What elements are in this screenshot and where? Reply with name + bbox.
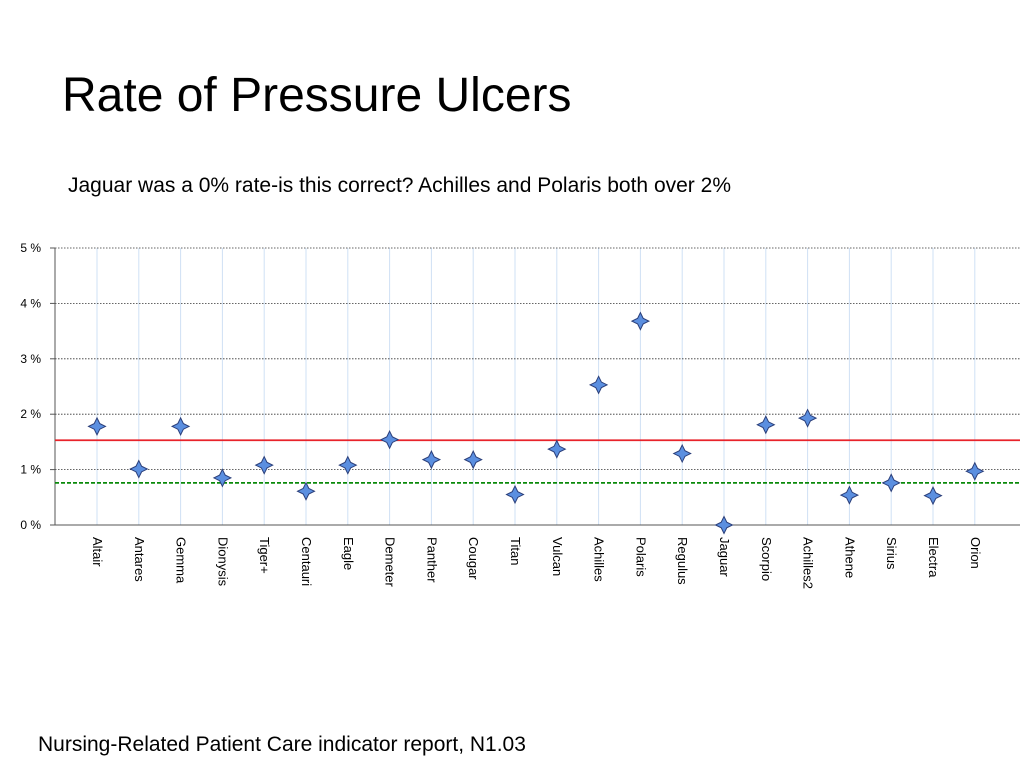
data-point-regulus	[672, 443, 692, 464]
x-tick-label: Demeter	[383, 537, 398, 588]
reference-lines	[55, 439, 1020, 484]
chart-subtitle: Jaguar was a 0% rate-is this correct? Ac…	[68, 174, 731, 197]
x-tick-label: Sirius	[884, 537, 899, 570]
y-tick-label: 3 %	[20, 352, 41, 366]
data-point-antares	[129, 459, 149, 479]
data-point-achilles2	[797, 408, 818, 428]
x-tick-label: Orion	[968, 537, 983, 569]
chart-title: Rate of Pressure Ulcers	[62, 69, 572, 122]
x-tick-label: Polaris	[633, 537, 648, 577]
data-point-altair	[87, 416, 107, 437]
data-point-dionysis	[212, 468, 233, 488]
x-tick-label: Panther	[424, 537, 439, 583]
data-point-jaguar	[714, 515, 734, 535]
x-tick-label: Altair	[90, 537, 105, 567]
axes	[50, 247, 1020, 526]
x-tick-label: Regulus	[675, 537, 690, 585]
x-tick-label: Eagle	[341, 537, 356, 570]
data-point-polaris	[630, 311, 651, 331]
x-tick-label: Gemma	[174, 537, 189, 584]
x-tick-label: Cougar	[466, 537, 481, 580]
data-point-demeter	[379, 430, 400, 450]
data-point-orion	[965, 461, 985, 481]
x-tick-label: Achilles	[592, 537, 607, 582]
y-tick-label: 1 %	[20, 463, 41, 477]
data-point-achilles	[588, 375, 609, 395]
data-point-centauri	[296, 481, 316, 501]
data-point-panther	[421, 449, 442, 470]
x-tick-label: Jaguar	[717, 537, 732, 577]
x-tick-label: Vulcan	[550, 537, 565, 576]
x-tick-label: Antares	[132, 537, 147, 582]
x-tick-label: Electra	[926, 537, 941, 578]
x-tick-label: Centauri	[299, 537, 314, 586]
data-points	[87, 311, 985, 535]
y-tick-label: 5 %	[20, 241, 41, 255]
data-point-electra	[923, 486, 943, 506]
data-point-cougar	[463, 449, 483, 470]
tick-labels: 0 % 1 % 2 % 3 % 4 % 5 % Altair Antares Gemma Dion…	[20, 241, 982, 589]
x-tick-label: Tiger+	[257, 537, 272, 574]
y-tick-label: 4 %	[20, 296, 41, 310]
x-tick-label: Athene	[842, 537, 857, 578]
y-tick-label: 0 %	[20, 518, 41, 532]
data-point-tiger-	[254, 455, 274, 475]
data-point-vulcan	[547, 439, 567, 459]
data-point-sirius	[881, 473, 901, 493]
scatter-chart: 0 % 1 % 2 % 3 % 4 % 5 % Altair Antares Gemma Dion…	[20, 241, 1020, 589]
data-point-titan	[505, 484, 525, 505]
data-point-gemma	[170, 416, 191, 437]
data-point-scorpio	[756, 415, 776, 435]
x-tick-label: Scorpio	[759, 537, 774, 581]
x-tick-label: Achilles2	[801, 537, 816, 589]
x-tick-label: Dionysis	[215, 537, 230, 587]
x-tick-label: Titan	[508, 537, 523, 565]
footer-note: Nursing-Related Patient Care indicator r…	[38, 733, 526, 756]
y-tick-label: 2 %	[20, 407, 41, 421]
data-point-athene	[839, 485, 860, 505]
data-point-eagle	[338, 455, 358, 475]
